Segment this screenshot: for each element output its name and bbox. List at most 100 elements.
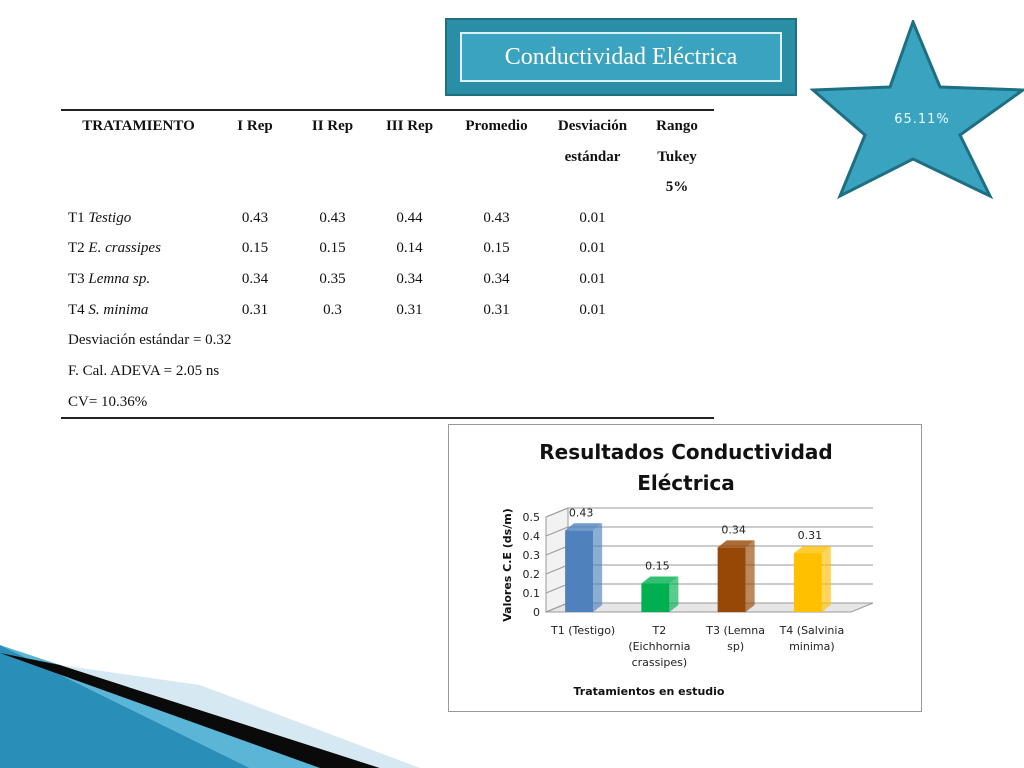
y-tick-label: 0.5 (523, 511, 541, 524)
y-tick-label: 0.1 (523, 587, 541, 600)
title-banner-inner: Conductividad Eléctrica (460, 32, 782, 82)
header-rango-line3: 5% (665, 179, 689, 195)
treatment-code: T2 (68, 240, 85, 257)
y-axis-label: Valores C.E (ds/m) (501, 508, 514, 621)
star-badge-icon (810, 20, 1024, 200)
bar (717, 547, 746, 612)
table-cell (640, 203, 714, 234)
table-cell: 0.15 (319, 240, 346, 257)
table-row: T1 Testigo 0.43 0.43 0.44 0.43 0.01 (61, 203, 714, 234)
treatment-species: S. minima (88, 301, 149, 318)
decorative-stripes (0, 645, 420, 768)
treatment-code: T3 (68, 270, 85, 287)
header-rango-tukey: Rango Tukey 5% (640, 110, 714, 203)
bar-data-label: 0.31 (798, 529, 823, 542)
chart-title: Resultados Conductividad (539, 440, 832, 464)
star-badge-label: 65.11% (894, 112, 950, 127)
table-footer-row: Desviación estándar = 0.32 (61, 325, 714, 356)
table-row: T3 Lemna sp. 0.34 0.35 0.34 0.34 0.01 (61, 264, 714, 295)
chart-side-wall (545, 507, 569, 613)
bar-top (641, 576, 679, 584)
x-category-label: minima) (789, 640, 835, 653)
table-footer-row: CV= 10.36% (61, 386, 714, 420)
bar-side (593, 523, 603, 612)
bar-top (717, 540, 755, 548)
treatment-code: T1 (68, 209, 85, 226)
bar (641, 583, 670, 612)
table-cell: 0.01 (579, 209, 606, 226)
results-table: TRATAMIENTO I Rep II Rep III Rep Promedi… (61, 109, 714, 420)
gridline-depth (545, 602, 569, 613)
table-cell: 0.34 (241, 270, 269, 287)
bar-side (669, 576, 679, 612)
table-cell: 0.34 (396, 270, 423, 287)
table-cell: 0.3 (323, 301, 342, 318)
x-category-label: sp) (727, 640, 744, 653)
gridline-depth (545, 507, 569, 518)
bar-side (745, 540, 755, 612)
header-promedio: Promedio (465, 118, 528, 134)
table-cell (640, 233, 714, 264)
footer-statistic: CV= 10.36% (61, 386, 714, 420)
bar (565, 530, 594, 612)
slide-title: Conductividad Eléctrica (504, 43, 738, 70)
header-desviacion-line1: Desviación (557, 118, 628, 134)
chart-card: Resultados Conductividad Eléctrica 0 0.1 0.2… (448, 424, 922, 712)
table-cell: 0.14 (396, 240, 423, 257)
footer-statistic: Desviación estándar = 0.32 (68, 332, 232, 349)
table-footer-row: F. Cal. ADEVA = 2.05 ns (61, 356, 714, 387)
header-ii-rep: II Rep (311, 118, 354, 134)
gridline-depth (545, 526, 569, 537)
table-cell: 0.01 (579, 270, 606, 287)
x-category-label: T4 (Salvinia (779, 624, 845, 637)
gridline-depth (545, 545, 569, 556)
row-treatment-name: T4 S. minima (61, 295, 216, 326)
bar-data-label: 0.34 (721, 523, 746, 536)
bar-top (565, 523, 603, 531)
bar-chart: Resultados Conductividad Eléctrica 0 0.1 0.2… (501, 440, 874, 698)
row-treatment-name: T2 E. crassipes (61, 233, 216, 264)
bar-data-label: 0.15 (645, 560, 670, 573)
footer-statistic: F. Cal. ADEVA = 2.05 ns (68, 363, 220, 380)
y-tick-label: 0.3 (523, 549, 541, 562)
table-cell: 0.43 (483, 209, 510, 226)
x-category-label: T2 (652, 624, 667, 637)
table-cell: 0.01 (579, 240, 606, 257)
x-category-label: crassipes) (632, 656, 688, 669)
x-category-label: T3 (Lemna (705, 624, 765, 637)
row-treatment-name: T1 Testigo (61, 203, 216, 234)
table-header-row: TRATAMIENTO I Rep II Rep III Rep Promedi… (61, 110, 714, 203)
bar-side (821, 546, 831, 612)
x-category-label: (Eichhornia (628, 640, 690, 653)
table-cell: 0.34 (483, 270, 510, 287)
header-iii-rep: III Rep (385, 118, 434, 134)
table-row: T4 S. minima 0.31 0.3 0.31 0.31 0.01 (61, 295, 714, 326)
bar-data-label: 0.43 (569, 506, 594, 519)
y-tick-label: 0 (533, 606, 540, 619)
y-tick-label: 0.2 (523, 568, 541, 581)
y-tick-label: 0.4 (523, 530, 541, 543)
table-cell: 0.35 (319, 270, 346, 287)
x-axis-label: Tratamientos en estudio (574, 685, 725, 698)
table-row: T2 E. crassipes 0.15 0.15 0.14 0.15 0.01 (61, 233, 714, 264)
treatment-species: Testigo (88, 209, 132, 226)
row-treatment-name: T3 Lemna sp. (61, 264, 216, 295)
table-cell: 0.01 (579, 301, 606, 318)
table-cell: 0.43 (319, 209, 346, 226)
header-rango-line1: Rango (656, 118, 698, 134)
table-cell: 0.31 (396, 301, 423, 318)
bar (793, 553, 822, 612)
x-category-label: T1 (Testigo) (550, 624, 615, 637)
header-desviacion: Desviación estándar (545, 110, 640, 203)
header-i-rep: I Rep (237, 118, 273, 134)
table-cell (640, 295, 714, 326)
header-rango-line2: Tukey (657, 148, 697, 165)
table-cell: 0.31 (241, 301, 269, 318)
treatment-species: E. crassipes (88, 240, 161, 257)
chart-title: Eléctrica (637, 471, 735, 495)
gridline-depth (545, 583, 569, 594)
treatment-code: T4 (68, 301, 85, 318)
gridline-depth (545, 564, 569, 575)
bar-top (793, 546, 831, 554)
treatment-species: Lemna sp. (88, 270, 151, 287)
